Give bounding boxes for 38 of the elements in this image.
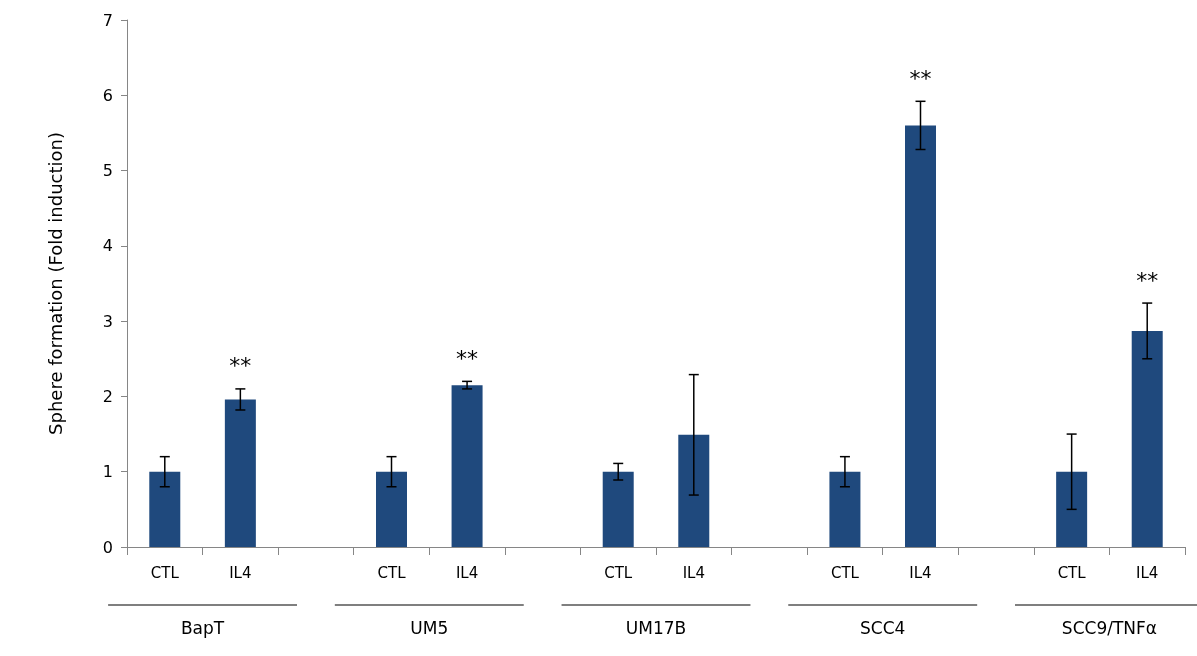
- x-tick-label: IL4: [229, 563, 252, 582]
- bar: [678, 434, 710, 547]
- bar: [602, 471, 634, 547]
- y-tick-label: 3: [102, 311, 113, 331]
- text: UM5: [410, 617, 449, 638]
- x-tick-label: CTL: [830, 563, 860, 582]
- y-tick-label: 5: [102, 161, 113, 181]
- x-tick-label: IL4: [1136, 563, 1159, 582]
- bar: [905, 125, 936, 547]
- data-label: **: [909, 65, 932, 91]
- y-tick-label: 0: [102, 537, 113, 557]
- bar: [149, 471, 181, 547]
- y-tick-label: 1: [102, 462, 113, 482]
- x-tick-label: IL4: [909, 563, 932, 582]
- bar: [829, 471, 861, 547]
- data-label: **: [456, 345, 479, 371]
- y-tick-label: 6: [102, 85, 113, 105]
- y-axis-title: Sphere formation (Fold induction): [44, 132, 66, 435]
- text: SCC9/TNFα: [1061, 617, 1158, 638]
- bar: [1131, 330, 1163, 547]
- x-tick-label: CTL: [1057, 563, 1087, 582]
- x-tick-label: CTL: [377, 563, 407, 582]
- x-tick-label: IL4: [455, 563, 479, 582]
- text: SCC4: [860, 617, 906, 638]
- x-tick-label: CTL: [604, 563, 633, 582]
- y-tick-label: 7: [102, 10, 113, 30]
- bar: [224, 399, 256, 547]
- bar: [1056, 471, 1088, 547]
- y-tick-label: 4: [102, 236, 113, 256]
- x-tick-label: CTL: [150, 563, 180, 582]
- y-tick-label: 2: [102, 386, 113, 406]
- data-label: **: [1136, 267, 1159, 293]
- x-tick-label: IL4: [682, 563, 705, 582]
- bar: [451, 385, 483, 547]
- text: UM17B: [625, 617, 687, 638]
- bar: [376, 471, 407, 547]
- data-label: **: [229, 353, 252, 379]
- text: BapT: [180, 617, 225, 638]
